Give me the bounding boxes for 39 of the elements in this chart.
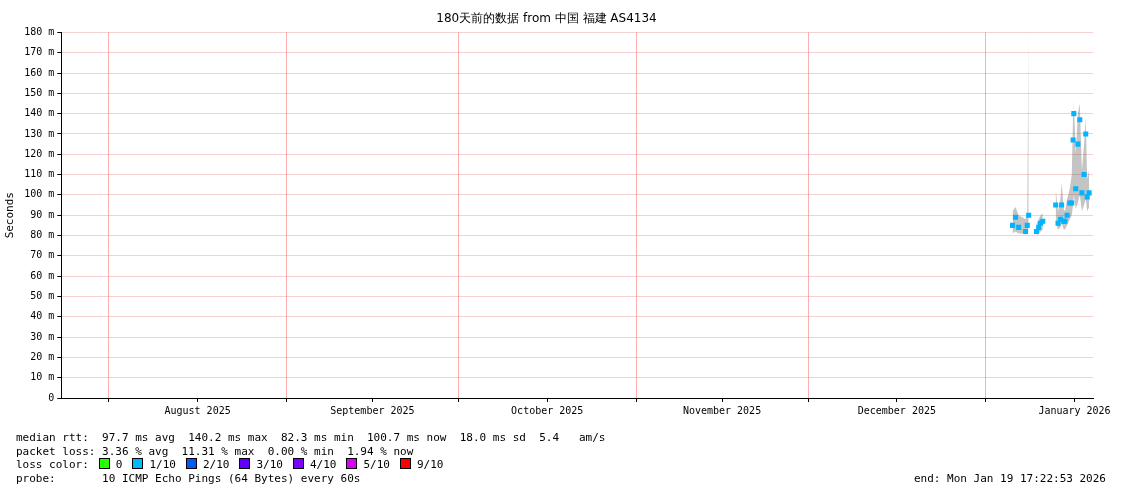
x-tick-label: September 2025 — [330, 404, 415, 416]
y-tick-label: 120 m — [24, 147, 55, 159]
text: 4/10 — [309, 458, 337, 471]
y-tick-label: 80 m — [30, 229, 55, 241]
y-tick-label: 70 m — [30, 249, 55, 261]
text: 3/10 — [256, 458, 283, 471]
y-tick-label: 20 m — [30, 350, 55, 362]
text: 5/10 — [363, 458, 390, 471]
y-tick-label: 40 m — [30, 310, 55, 322]
text: 1/10 — [149, 458, 176, 471]
y-tick-label: 90 m — [30, 208, 55, 220]
y-tick-label: 140 m — [24, 107, 55, 119]
y-tick-label: 60 m — [30, 269, 55, 281]
text: median rtt: 97.7 ms avg 140.2 ms max 82.3 ms min 100.7 ms now 18.0 ms sd 5.4 am/s — [16, 431, 607, 445]
text: end: Mon Jan 19 17:22:53 2026 — [913, 471, 1106, 485]
text: packet loss: 3.36 % avg 11.31 % max 0.00 % min 1.94 % now — [16, 444, 415, 458]
y-tick-label: 110 m — [24, 168, 55, 180]
x-tick-label: October 2025 — [511, 404, 584, 416]
y-tick-label: 170 m — [24, 46, 55, 58]
y-tick-label: 10 m — [30, 371, 55, 383]
x-tick-label: August 2025 — [164, 404, 231, 416]
x-tick-label: December 2025 — [857, 404, 936, 416]
y-tick-label: 0 — [48, 391, 55, 403]
text: loss color: — [16, 458, 89, 471]
y-tick-label: 150 m — [24, 86, 55, 98]
x-tick-label: November 2025 — [682, 404, 762, 416]
y-tick-label: 180 m — [24, 25, 55, 37]
y-tick-label: 130 m — [24, 127, 55, 139]
text: 9/10 — [416, 458, 444, 471]
text: 2/10 — [202, 458, 230, 471]
chart-title: 180天前的数据 from 中国 福建 AS4134 — [436, 11, 657, 26]
y-tick-label: 160 m — [24, 66, 55, 78]
y-tick-label: 50 m — [30, 290, 55, 302]
text: 0 — [115, 458, 123, 471]
y-tick-label: 30 m — [30, 330, 55, 342]
text: probe: 10 ICMP Echo Pings (64 Bytes) every 60s — [16, 471, 361, 485]
x-tick-label: January 2026 — [1038, 404, 1111, 416]
y-axis-title: Seconds — [3, 192, 17, 239]
y-tick-label: 100 m — [24, 188, 55, 200]
